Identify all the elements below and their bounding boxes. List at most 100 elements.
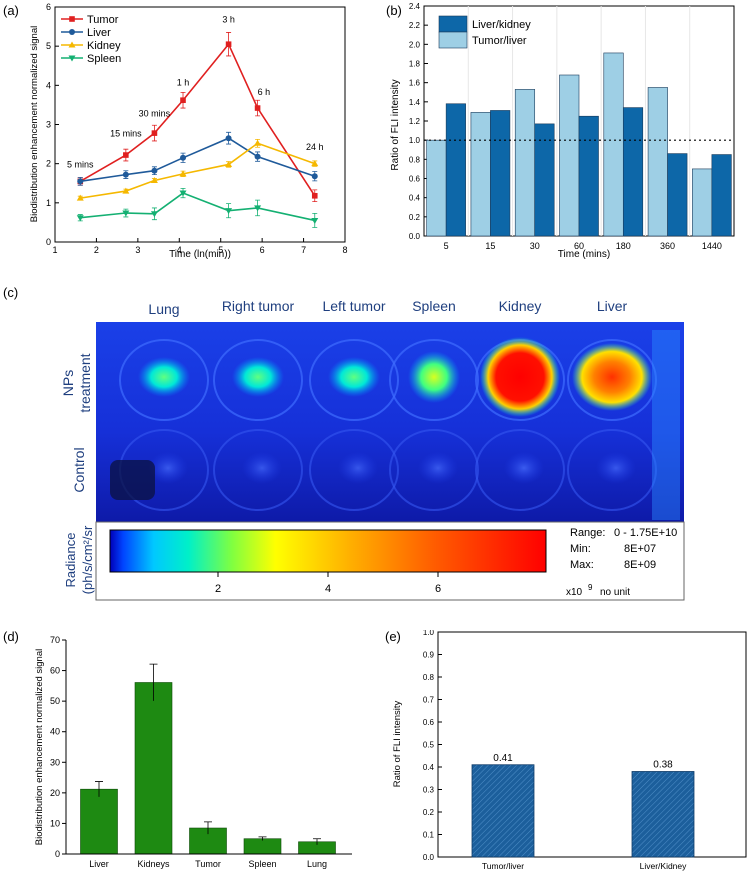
chart-a-point	[151, 130, 158, 136]
chart-b-bar-tumor-liver	[559, 74, 580, 237]
chart-b-ratio-bars: 0.0 0.2 0.4 0.6 0.8 1.0 1.2 1.4 1.6 1.8 2.0 2.2 2.4 5…	[390, 2, 735, 260]
chart-a-point	[122, 187, 130, 194]
chart-a-x-tick-label: 4	[177, 245, 182, 255]
chart-a-point	[151, 167, 158, 174]
chart-a-x-tick-label: 2	[94, 245, 99, 255]
chart-a-point-label: 15 mins	[110, 128, 142, 138]
imaging-signal-nps-kidney	[480, 337, 560, 417]
panel-label-e: (e)	[385, 629, 401, 644]
chart-a-y-tick-label: 5	[46, 41, 51, 51]
chart-b-y-tick-label: 1.8	[409, 60, 421, 69]
panel-label-a: (a)	[3, 3, 19, 18]
chart-a-point-label: 3 h	[222, 15, 235, 25]
chart-b-y-tick-label: 0.4	[409, 194, 421, 203]
imaging-well-ring	[213, 429, 303, 511]
chart-b-y-tick-label: 1.2	[409, 117, 421, 126]
chart-a-point	[225, 135, 232, 142]
chart-a-point	[150, 211, 158, 218]
column-label-liver: Liver	[597, 298, 628, 314]
chart-b-y-tick-label: 2.4	[409, 2, 421, 11]
chart-a-point	[311, 217, 319, 224]
chart-e-bar-liver-kidney	[631, 771, 695, 858]
imaging-edge-glow	[652, 330, 680, 520]
chart-a-x-tick-label: 1	[52, 245, 57, 255]
chart-e-y-tick-label: 0.4	[423, 763, 435, 772]
colorbar-tick-label: 2	[215, 583, 221, 595]
chart-a-y-tick-label: 0	[46, 237, 51, 247]
colorbar-tick-label: 6	[435, 583, 441, 595]
chart-d-x-tick-label: Kidneys	[137, 859, 170, 869]
chart-b-y-tick-label: 0.6	[409, 175, 421, 184]
chart-d-bar-kidneys	[134, 682, 173, 855]
colorbar-title-radiance: Radiance	[63, 533, 78, 588]
column-label-right-tumor: Right tumor	[222, 298, 295, 314]
chart-a-point	[254, 139, 262, 146]
chart-a-point	[225, 41, 232, 48]
chart-a-point	[77, 178, 84, 185]
chart-e-y-tick-label: 0.6	[423, 718, 435, 727]
chart-a-point-label: 5 mins	[67, 160, 94, 170]
chart-a-y-tick-label: 6	[46, 2, 51, 12]
unit-prefix: x10	[566, 587, 583, 598]
chart-e-x-tick-label: Liver/Kidney	[640, 861, 688, 871]
chart-a-legend-marker	[69, 29, 75, 35]
chart-a-point	[179, 190, 187, 197]
imaging-well-ring	[309, 429, 399, 511]
chart-a-y-tick-label: 4	[46, 80, 51, 90]
chart-d-error-bar	[204, 821, 212, 835]
chart-e-y-tick-label: 0.3	[423, 786, 435, 795]
chart-b-bar-liver-kidney	[711, 154, 732, 237]
colorbar-tick-label: 4	[325, 583, 331, 595]
chart-b-x-tick-label: 15	[485, 241, 495, 251]
colorbar	[109, 529, 547, 573]
panel-label-c: (c)	[3, 285, 19, 300]
imaging-well-ring	[119, 339, 209, 421]
chart-d-y-axis-label: Biodistribution enhancement normalized s…	[34, 649, 45, 845]
chart-a-point	[123, 152, 129, 158]
chart-b-y-tick-label: 1.0	[409, 136, 421, 145]
chart-b-bar-liver-kidney	[445, 103, 466, 237]
chart-d-error-bar	[95, 781, 103, 797]
chart-d-x-tick-label: Lung	[307, 859, 327, 869]
imaging-panel: Lung Right tumor Left tumor Spleen Kidne…	[60, 298, 685, 601]
max-label: Max:	[570, 559, 594, 571]
panel-label-b: (b)	[386, 3, 402, 18]
chart-b-x-tick-label: 180	[616, 241, 631, 251]
chart-d-y-tick-label: 0	[55, 849, 60, 859]
chart-e-ratio-bars: 0.0 0.1 0.2 0.3 0.4 0.5 0.6 0.7 0.8 0.9 1.0 0.41 Tu…	[392, 630, 747, 871]
chart-a-y-tick-label: 1	[46, 198, 51, 208]
range-label: Range:	[570, 527, 605, 539]
chart-a-point	[225, 208, 233, 215]
chart-a-series-line-liver	[80, 137, 316, 183]
panel-label-d: (d)	[3, 629, 19, 644]
unit-exponent: 9	[588, 583, 593, 592]
chart-d-error-bar	[313, 838, 321, 845]
chart-b-legend-label: Tumor/liver	[472, 35, 527, 47]
chart-a-legend-marker	[68, 55, 76, 62]
chart-d-y-tick-label: 20	[50, 788, 60, 798]
min-value: 8E+07	[624, 543, 656, 555]
unit-suffix: no unit	[600, 587, 630, 598]
chart-b-y-tick-label: 0.0	[409, 232, 421, 241]
chart-a-x-tick-label: 5	[218, 245, 223, 255]
imaging-well-ring	[213, 339, 303, 421]
chart-e-y-tick-label: 0.0	[423, 853, 435, 862]
chart-a-legend-label: Tumor	[87, 14, 119, 26]
chart-b-bar-liver-kidney	[667, 153, 688, 237]
chart-a-y-axis-label: Biodistribution enhancement normalized s…	[29, 26, 40, 222]
chart-b-bar-liver-kidney	[534, 123, 555, 237]
imaging-signal-nps-right-tumor	[232, 357, 284, 397]
chart-a-point	[254, 153, 261, 160]
chart-a-legend-marker	[68, 41, 76, 48]
chart-a-legend-label: Spleen	[87, 53, 121, 65]
chart-b-legend: Liver/kidney Tumor/liver	[438, 15, 531, 49]
chart-b-y-tick-label: 2.2	[409, 21, 421, 30]
chart-a-x-tick-label: 6	[260, 245, 265, 255]
imaging-signal-nps-left-tumor	[328, 357, 380, 397]
chart-a-y-tick-label: 3	[46, 120, 51, 130]
row-label-control: Control	[71, 447, 87, 492]
chart-d-error-bar	[149, 663, 158, 701]
chart-a-legend-label: Liver	[87, 27, 111, 39]
chart-e-y-tick-label: 0.1	[423, 831, 435, 840]
